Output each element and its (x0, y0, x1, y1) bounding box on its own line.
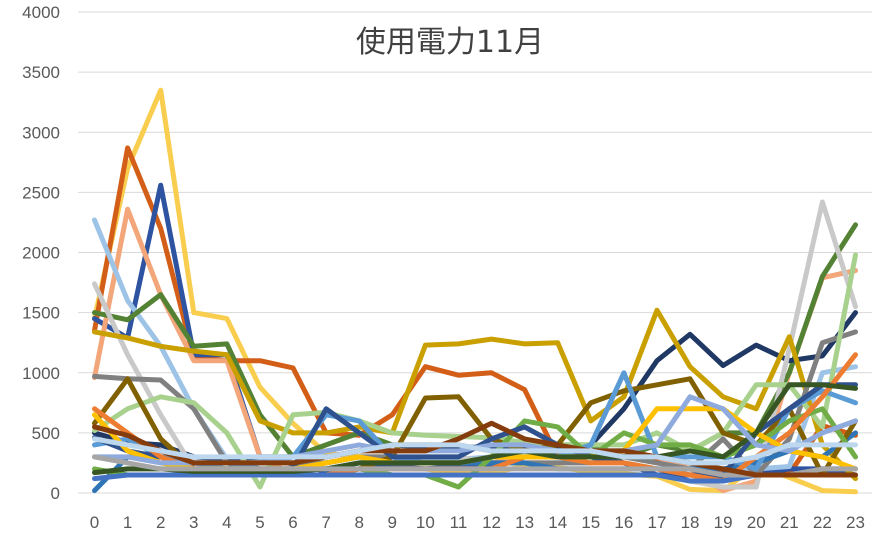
x-tick-label: 9 (388, 513, 397, 532)
x-tick-label: 11 (450, 513, 468, 532)
x-tick-label: 18 (681, 513, 700, 532)
x-tick-label: 6 (288, 513, 297, 532)
y-tick-label: 4000 (22, 3, 60, 22)
y-tick-label: 2500 (22, 183, 60, 202)
chart-title: 使用電力11月 (356, 25, 544, 60)
x-tick-label: 21 (780, 513, 799, 532)
y-tick-label: 500 (32, 424, 60, 443)
y-tick-label: 3500 (22, 63, 60, 82)
series-line-23 (92, 420, 858, 478)
y-tick-label: 1000 (22, 364, 60, 383)
x-tick-label: 23 (846, 513, 865, 532)
x-tick-label: 22 (813, 513, 832, 532)
x-tick-label: 5 (255, 513, 264, 532)
series-line-9 (92, 307, 858, 482)
x-tick-label: 14 (548, 513, 567, 532)
series-lines (92, 87, 858, 495)
x-tick-label: 16 (614, 513, 633, 532)
x-tick-label: 13 (515, 513, 534, 532)
x-tick-label: 4 (222, 513, 231, 532)
x-tick-label: 20 (747, 513, 766, 532)
x-tick-label: 17 (647, 513, 666, 532)
y-tick-label: 1500 (22, 304, 60, 323)
x-tick-label: 2 (156, 513, 165, 532)
x-tick-label: 12 (482, 513, 501, 532)
x-tick-label: 8 (354, 513, 363, 532)
series-line-24 (92, 436, 858, 466)
x-tick-label: 10 (416, 513, 435, 532)
x-axis-tick-labels: 0 1 2 3 4 5 6 7 8 9 10 11 12 13 14 15 16 17 18 19 20 21 22 23 (90, 513, 865, 532)
y-tick-label: 3000 (22, 123, 60, 142)
y-axis-tick-labels: 0 500 1000 1500 2000 2500 3000 3500 4000 (22, 3, 60, 503)
x-tick-label: 19 (714, 513, 733, 532)
series-line-11 (92, 252, 858, 490)
y-tick-label: 0 (51, 484, 60, 503)
x-tick-label: 1 (123, 513, 132, 532)
x-tick-label: 3 (189, 513, 198, 532)
series-line-18 (92, 466, 858, 484)
x-tick-label: 7 (321, 513, 330, 532)
x-tick-label: 0 (90, 513, 99, 532)
series-line-22 (92, 454, 858, 478)
y-tick-label: 2000 (22, 244, 60, 263)
x-tick-label: 15 (581, 513, 600, 532)
